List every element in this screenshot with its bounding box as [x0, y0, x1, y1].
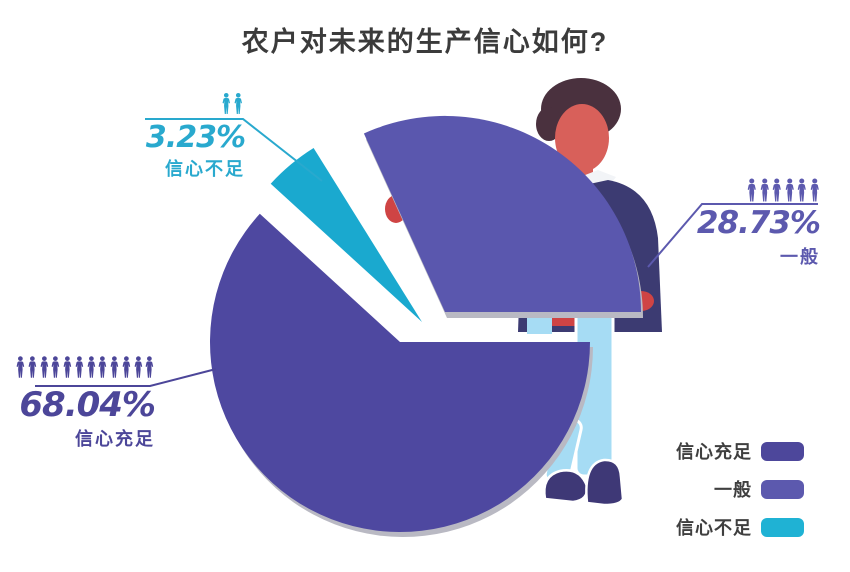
- person-icon: [63, 356, 72, 378]
- people-icons-low-confidence: [120, 92, 245, 115]
- person-icon: [98, 356, 107, 378]
- legend-swatch-average: [761, 479, 804, 499]
- person-icon: [760, 178, 769, 202]
- man-left-shoe: [543, 469, 589, 504]
- legend: 信心充足 一般 信心不足: [654, 441, 804, 555]
- person-icon: [75, 356, 83, 378]
- value-full-confidence: 68.04%: [19, 385, 156, 425]
- person-icon: [134, 356, 142, 378]
- person-icon: [772, 178, 781, 202]
- legend-label-low-confidence: 信心不足: [676, 518, 752, 538]
- callout-line-full-confidence: [35, 368, 217, 387]
- person-icon: [785, 178, 794, 202]
- person-icon: [747, 178, 756, 202]
- callout-line-low-confidence: [145, 118, 323, 182]
- person-icon: [28, 356, 36, 378]
- legend-swatch-full-confidence: [761, 441, 804, 461]
- person-icon: [110, 356, 119, 378]
- person-icon: [222, 93, 230, 114]
- category-full-confidence: 信心充足: [75, 428, 155, 449]
- value-low-confidence: 3.23%: [145, 120, 246, 155]
- callout-line-average: [647, 203, 818, 268]
- legend-label-full-confidence: 信心充足: [676, 442, 752, 462]
- pie-slice-average: [363, 115, 641, 313]
- label-block-low-confidence: 3.23% 信心不足: [120, 92, 246, 181]
- value-average: 28.73%: [696, 205, 821, 241]
- person-icon: [122, 356, 130, 378]
- category-average: 一般: [780, 246, 820, 267]
- people-icons-full-confidence: [15, 352, 155, 382]
- pie-slice-full-confidence: [210, 213, 590, 533]
- person-icon: [810, 178, 819, 202]
- category-low-confidence: 信心不足: [165, 158, 245, 179]
- person-icon: [87, 356, 95, 378]
- legend-label-average: 一般: [714, 480, 752, 500]
- person-icon: [145, 356, 154, 378]
- chart-title: 农户对未来的生产信心如何?: [241, 27, 609, 57]
- person-icon: [234, 93, 242, 114]
- people-icons-average: [690, 177, 820, 203]
- legend-swatch-low-confidence: [761, 517, 804, 537]
- person-icon: [40, 356, 48, 378]
- label-block-average: 28.73% 一般: [690, 177, 821, 269]
- man-face: [555, 104, 609, 172]
- pie-slice-low-confidence: [270, 148, 422, 322]
- legend-row-full-confidence: 信心充足: [654, 441, 804, 462]
- legend-row-average: 一般: [654, 479, 804, 500]
- legend-row-low-confidence: 信心不足: [654, 517, 804, 538]
- person-icon: [51, 356, 60, 378]
- person-icon: [16, 356, 25, 378]
- person-icon: [797, 178, 806, 202]
- man-right-shoe: [585, 458, 625, 507]
- label-block-full-confidence: 68.04% 信心充足: [15, 352, 156, 451]
